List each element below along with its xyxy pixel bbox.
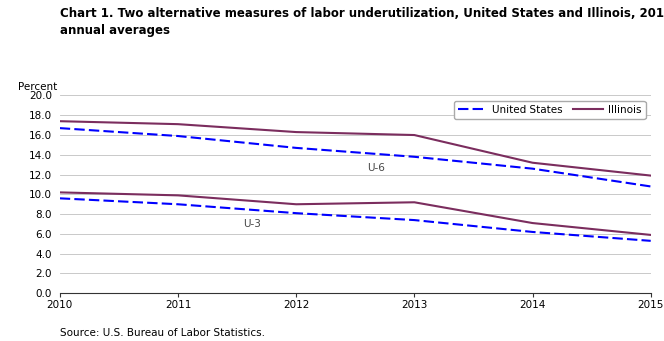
Legend: United States, Illinois: United States, Illinois xyxy=(454,101,645,119)
Text: U-6: U-6 xyxy=(367,163,385,173)
Text: Chart 1. Two alternative measures of labor underutilization, United States and I: Chart 1. Two alternative measures of lab… xyxy=(60,7,664,37)
Text: Percent: Percent xyxy=(19,81,58,91)
Text: Source: U.S. Bureau of Labor Statistics.: Source: U.S. Bureau of Labor Statistics. xyxy=(60,328,265,338)
Text: U-3: U-3 xyxy=(243,219,261,228)
